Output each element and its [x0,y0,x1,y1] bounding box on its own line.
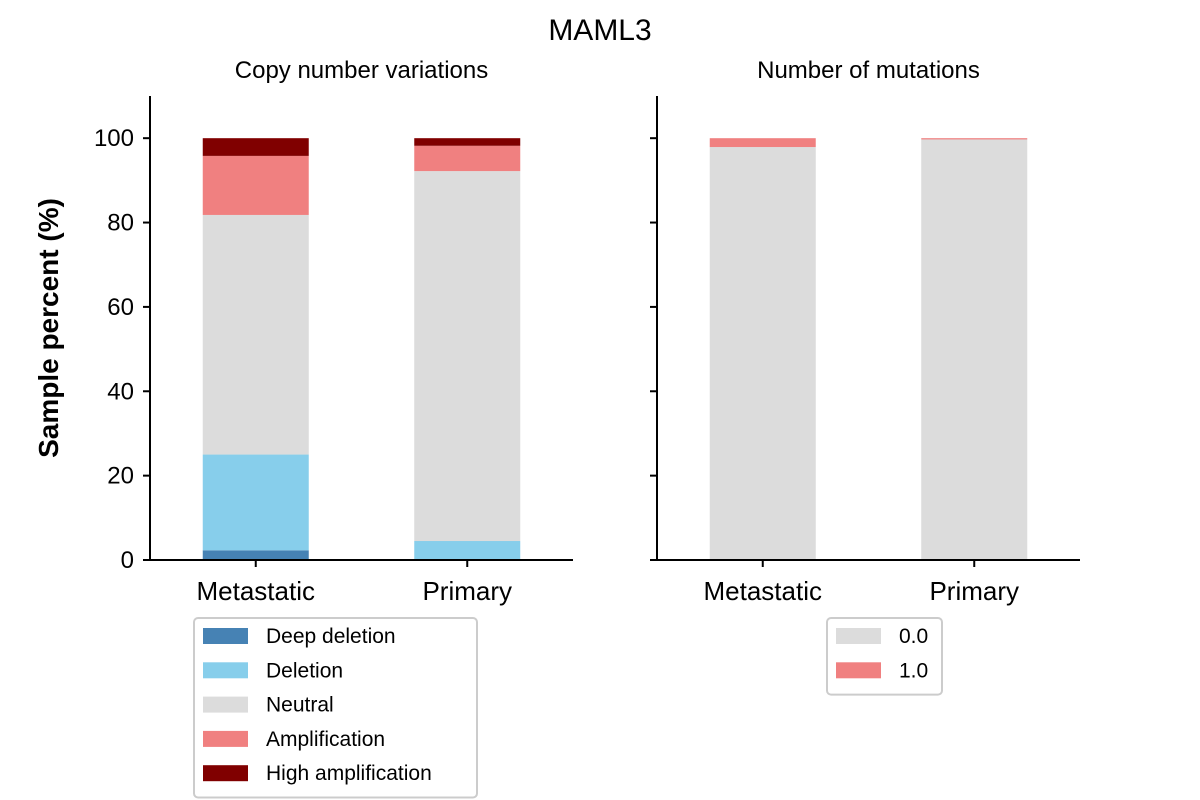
figure-title: MAML3 [548,14,651,47]
legend-label-0-0: 0.0 [899,625,928,648]
panel-copy-number-variations: Copy number variations 0 20 40 60 80 100 Metast… [94,57,573,799]
legend: 0.01.0 [826,617,943,696]
bar-metastatic-0-0 [709,147,816,561]
legend-label-neutral: Neutral [266,694,334,717]
legend-label-amplification: Amplification [266,728,385,751]
legend-frame [193,617,478,799]
x-tick-label-metastatic: Metastatic [704,576,823,606]
legend-swatch-amplification [203,730,248,747]
y-tick-label: 80 [107,210,134,237]
bar-metastatic-neutral [202,214,309,455]
legend-swatch-neutral [203,696,248,713]
bar-primary-1-0 [921,138,1028,140]
legend-swatch-0-0 [836,628,881,644]
bar-primary-amplification [414,145,521,172]
bar-metastatic-amplification [202,155,309,215]
bar-metastatic-1-0 [709,138,816,148]
y-axis-label: Sample percent (%) [33,198,64,458]
subplot-title: Number of mutations [757,57,980,84]
y-tick-label: 0 [121,547,134,574]
bar-primary-high-amplification [414,138,521,146]
bar-metastatic-high-amplification [202,138,309,156]
x-tick-label-primary: Primary [422,576,512,606]
bar-primary-deletion [414,541,521,560]
bar-metastatic-deep-deletion [202,550,309,560]
bar-primary-neutral [414,171,521,542]
legend-swatch-deletion [203,662,248,679]
legend-label-deep-deletion: Deep deletion [266,625,396,648]
legend-swatch-high-amplification [203,765,248,782]
legend-label-1-0: 1.0 [899,659,928,682]
y-tick-label: 100 [94,125,134,152]
legend-swatch-deep-deletion [203,628,248,644]
y-tick-label: 60 [107,294,134,321]
bar-primary-0-0 [921,139,1028,560]
x-tick-label-primary: Primary [929,576,1019,606]
y-tick-label: 40 [107,378,134,405]
legend: Deep deletion Deletion Neutral Amplificatio… [193,617,478,799]
x-tick-label-metastatic: Metastatic [197,576,316,606]
y-tick-label: 20 [107,463,134,490]
legend-swatch-1-0 [836,662,881,679]
legend-label-deletion: Deletion [266,659,343,682]
bar-metastatic-deletion [202,454,309,551]
legend-label-high-amplification: High amplification [266,762,432,785]
subplot-title: Copy number variations [235,57,488,84]
